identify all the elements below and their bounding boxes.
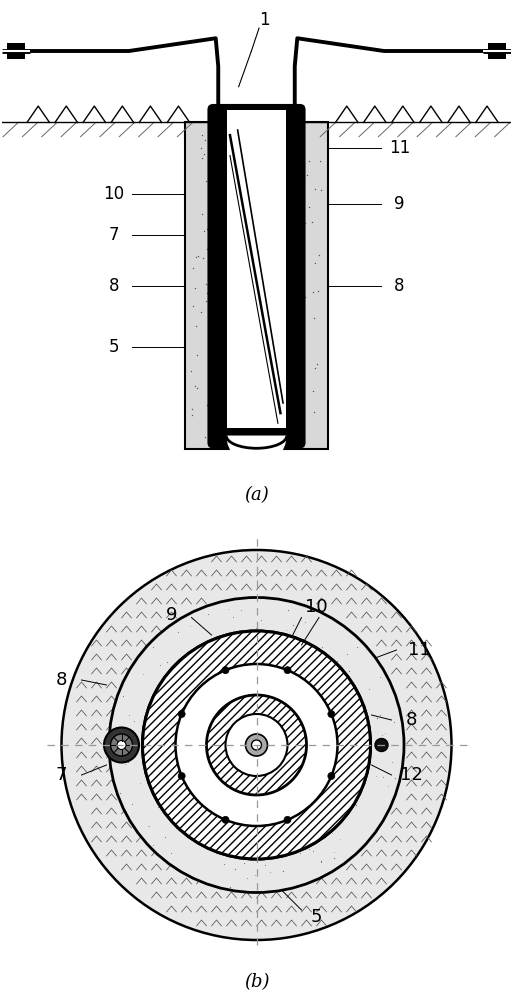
Bar xyxy=(227,110,286,428)
Text: 5: 5 xyxy=(311,908,322,926)
Bar xyxy=(185,122,328,449)
Circle shape xyxy=(54,542,459,948)
Text: 8: 8 xyxy=(108,277,119,295)
Circle shape xyxy=(62,550,451,940)
Circle shape xyxy=(246,734,267,756)
Text: 10: 10 xyxy=(103,185,124,203)
Text: 7: 7 xyxy=(108,226,119,244)
Text: 9: 9 xyxy=(394,195,405,213)
Circle shape xyxy=(110,734,132,756)
Text: 8: 8 xyxy=(56,671,67,689)
Circle shape xyxy=(178,772,185,779)
Text: 11: 11 xyxy=(408,641,430,659)
Bar xyxy=(7,43,25,59)
Text: (b): (b) xyxy=(244,974,269,992)
Circle shape xyxy=(207,695,306,795)
Circle shape xyxy=(375,738,388,752)
Circle shape xyxy=(251,740,262,750)
Text: 9: 9 xyxy=(166,606,177,624)
Circle shape xyxy=(328,711,335,718)
Circle shape xyxy=(109,597,404,893)
Text: 1: 1 xyxy=(259,11,269,29)
Text: 8: 8 xyxy=(394,277,405,295)
Circle shape xyxy=(328,772,335,779)
Circle shape xyxy=(104,728,139,762)
Circle shape xyxy=(175,664,338,826)
Circle shape xyxy=(222,816,229,823)
Circle shape xyxy=(222,667,229,674)
Circle shape xyxy=(143,631,370,859)
Text: 11: 11 xyxy=(389,139,410,157)
Text: 5: 5 xyxy=(108,338,119,356)
Circle shape xyxy=(178,711,185,718)
Circle shape xyxy=(143,631,370,859)
Text: 8: 8 xyxy=(406,711,417,729)
Text: 7: 7 xyxy=(56,766,67,784)
Text: 10: 10 xyxy=(305,598,328,616)
Text: (a): (a) xyxy=(244,486,269,504)
Circle shape xyxy=(284,667,291,674)
Text: 12: 12 xyxy=(400,766,423,784)
FancyBboxPatch shape xyxy=(207,104,306,448)
Circle shape xyxy=(284,816,291,823)
Circle shape xyxy=(226,714,287,776)
Circle shape xyxy=(117,740,126,750)
Bar xyxy=(488,43,506,59)
Wedge shape xyxy=(226,436,287,466)
